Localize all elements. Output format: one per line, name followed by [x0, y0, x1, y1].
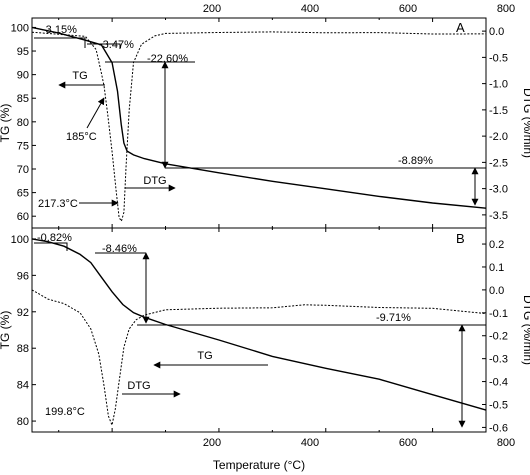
panel-a-label: A	[456, 20, 465, 35]
bottom-x-tick-label: 200	[203, 437, 221, 449]
panel-b-y2-tick-labels: 0.2 0.1 0.0 -0.1 -0.2 -0.3 -0.4 -0.5 -0.6	[489, 239, 508, 434]
y-tick-label: 92	[17, 307, 29, 319]
y-tick-label: 88	[17, 343, 29, 355]
panel-a-peak-shoulder: 185°C	[66, 131, 97, 143]
y2-tick-label: -1.5	[489, 105, 508, 117]
panel-b-loss-first: -0.82%	[37, 232, 72, 244]
y2-tick-label: -0.2	[489, 331, 508, 343]
panel-b-ylabel: TG (%)	[0, 311, 12, 350]
y-tick-label: 60	[17, 211, 29, 223]
panel-a-shoulder-pointer	[86, 97, 105, 129]
panel-a-tg-arrow-label: TG	[72, 70, 87, 82]
y-tick-label: 85	[17, 93, 29, 105]
panel-a-loss-third: -22.60%	[147, 53, 188, 65]
y2-tick-label: 0.2	[489, 239, 504, 251]
panel-b-dtg-arrow-label: DTG	[127, 380, 150, 392]
y2-tick-label: -3.5	[489, 210, 508, 222]
panel-b-ticks	[32, 228, 487, 432]
top-x-tick-label: 600	[399, 3, 417, 15]
panel-b-loss-third: -9.71%	[376, 312, 411, 324]
x-axis-label: Temperature (°C)	[213, 458, 305, 472]
y2-tick-label: 0.0	[489, 26, 504, 38]
panel-a-y-tick-labels: 60 65 70 75 80 85 90 95 100	[11, 22, 29, 223]
panel-b-annotations: -0.82% -8.46% -9.71% TG DTG 199.8°C	[34, 232, 486, 428]
y2-tick-label: -3.0	[489, 184, 508, 196]
bottom-x-tick-labels: 200 400 600 800	[203, 437, 515, 449]
panel-b-tg-curve	[31, 238, 487, 411]
panel-a-y2label: DTG (%/min)	[521, 88, 530, 158]
top-x-tick-labels: 200 400 600 800	[203, 3, 515, 15]
top-x-tick-label: 400	[301, 3, 319, 15]
y-tick-label: 65	[17, 188, 29, 200]
panel-b-peak-main: 199.8°C	[45, 406, 85, 418]
panel-a-annotations: -3.15% -3.47% -22.60% -8.89% TG 185°C DT…	[34, 24, 486, 210]
y2-tick-label: -0.3	[489, 354, 508, 366]
panel-b-frame	[31, 227, 487, 433]
y2-tick-label: -1.0	[489, 79, 508, 91]
y2-tick-label: -0.5	[489, 52, 508, 64]
panel-a-tg-curve	[31, 26, 487, 209]
panel-a-dtg-arrow-label: DTG	[143, 175, 166, 187]
panel-b-step-bracket-1	[34, 242, 68, 251]
y-tick-label: 70	[17, 164, 29, 176]
y2-tick-label: -0.4	[489, 377, 508, 389]
panel-a-loss-second: -3.47%	[99, 39, 134, 51]
y2-tick-label: -0.5	[489, 399, 508, 411]
panel-a-y2-tick-labels: 0.0 -0.5 -1.0 -1.5 -2.0 -2.5 -3.0 -3.5	[489, 26, 508, 222]
bottom-x-tick-label: 400	[301, 437, 319, 449]
panel-a-loss-first: -3.15%	[42, 24, 77, 36]
panel-a-ticks	[32, 18, 487, 228]
bottom-x-tick-label: 800	[497, 437, 515, 449]
panel-b-y2label: DTG (%/min)	[521, 295, 530, 365]
y-tick-label: 90	[17, 70, 29, 82]
y-tick-label: 96	[17, 270, 29, 282]
y-tick-label: 80	[17, 117, 29, 129]
panel-a-peak-main: 217.3°C	[38, 198, 78, 210]
y2-tick-label: -0.1	[489, 308, 508, 320]
y2-tick-label: -2.0	[489, 131, 508, 143]
y-tick-label: 80	[17, 416, 29, 428]
y2-tick-label: 0.1	[489, 262, 504, 274]
y-tick-label: 95	[17, 46, 29, 58]
panel-b-y-tick-labels: 80 84 88 92 96 100	[11, 234, 29, 428]
top-x-tick-label: 200	[203, 3, 221, 15]
y-tick-label: 100	[11, 234, 29, 246]
y2-tick-label: 0.0	[489, 285, 504, 297]
panel-a-ylabel: TG (%)	[0, 104, 12, 143]
panel-b-loss-second: -8.46%	[102, 243, 137, 255]
panel-a-dtg-curve	[31, 31, 487, 223]
panel-a-loss-fourth: -8.89%	[398, 155, 433, 167]
y2-tick-label: -0.6	[489, 422, 508, 434]
top-x-tick-label: 800	[497, 3, 515, 15]
panel-b-dtg-curve	[31, 289, 487, 427]
panel-a-step-bracket-2	[87, 43, 121, 49]
panel-b-label: B	[456, 231, 465, 246]
y-tick-label: 75	[17, 140, 29, 152]
bottom-x-tick-label: 600	[399, 437, 417, 449]
panel-a-step-bracket-1	[34, 37, 86, 48]
y-tick-label: 100	[11, 22, 29, 34]
y2-tick-label: -2.5	[489, 157, 508, 169]
y-tick-label: 84	[17, 380, 29, 392]
panel-b-tg-arrow-label: TG	[197, 350, 212, 362]
